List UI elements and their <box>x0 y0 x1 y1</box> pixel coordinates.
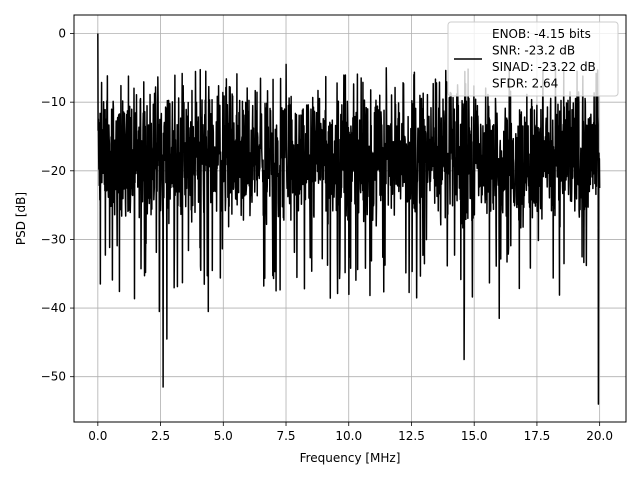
legend-label: ENOB: -4.15 bits SNR: -23.2 dB SINAD: -23.… <box>492 27 596 91</box>
x-axis-ticks: 0.0 2.5 5.0 7.5 10.0 12.5 15.0 17.5 20.0 <box>88 422 613 443</box>
legend-box <box>447 21 619 97</box>
psd-series-line <box>97 33 601 405</box>
y-tick-label: −20 <box>41 164 66 178</box>
x-tick-label: 12.5 <box>398 429 425 443</box>
y-tick-label: 0 <box>58 27 66 41</box>
x-tick-label: 7.5 <box>276 429 295 443</box>
legend-line: ENOB: -4.15 bits <box>492 27 591 41</box>
legend-line: SFDR: 2.64 <box>492 77 558 91</box>
x-tick-label: 10.0 <box>335 429 362 443</box>
legend: ENOB: -4.15 bits SNR: -23.2 dB SINAD: -23.… <box>447 21 619 97</box>
y-axis-ticks: 0 −10 −20 −30 −40 −50 <box>41 27 74 384</box>
series-layer <box>97 33 601 405</box>
x-tick-label: 20.0 <box>586 429 613 443</box>
x-tick-label: 17.5 <box>524 429 551 443</box>
x-tick-label: 5.0 <box>214 429 233 443</box>
x-tick-label: 15.0 <box>461 429 488 443</box>
x-tick-label: 0.0 <box>88 429 107 443</box>
x-tick-label: 2.5 <box>151 429 170 443</box>
y-tick-label: −30 <box>41 232 66 246</box>
y-tick-label: −50 <box>41 370 66 384</box>
x-axis-label: Frequency [MHz] <box>300 451 401 465</box>
y-axis-label: PSD [dB] <box>14 192 28 245</box>
y-tick-label: −40 <box>41 301 66 315</box>
y-tick-label: −10 <box>41 95 66 109</box>
axes-frame <box>73 14 627 423</box>
legend-line: SINAD: -23.22 dB <box>492 60 596 74</box>
legend-line: SNR: -23.2 dB <box>492 44 575 58</box>
